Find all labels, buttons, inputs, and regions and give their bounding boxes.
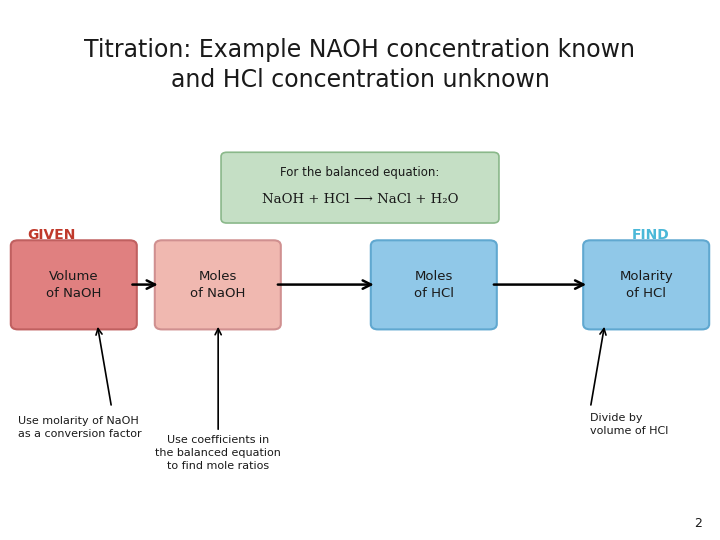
Text: FIND: FIND <box>632 228 670 242</box>
Text: Use molarity of NaOH
as a conversion factor: Use molarity of NaOH as a conversion fac… <box>18 416 142 439</box>
Text: Moles
of NaOH: Moles of NaOH <box>190 270 246 300</box>
FancyBboxPatch shape <box>11 240 137 329</box>
Text: Divide by
volume of HCl: Divide by volume of HCl <box>590 413 669 436</box>
Text: Titration: Example NAOH concentration known
and HCl concentration unknown: Titration: Example NAOH concentration kn… <box>84 38 636 92</box>
Text: Moles
of HCl: Moles of HCl <box>414 270 454 300</box>
Text: 2: 2 <box>694 517 702 530</box>
Text: Use coefficients in
the balanced equation
to find mole ratios: Use coefficients in the balanced equatio… <box>156 435 281 471</box>
Text: Volume
of NaOH: Volume of NaOH <box>46 270 102 300</box>
FancyBboxPatch shape <box>221 152 499 223</box>
Text: For the balanced equation:: For the balanced equation: <box>280 166 440 179</box>
FancyBboxPatch shape <box>583 240 709 329</box>
Text: GIVEN: GIVEN <box>27 228 76 242</box>
Text: NaOH + HCl ⟶ NaCl + H₂O: NaOH + HCl ⟶ NaCl + H₂O <box>262 193 458 206</box>
FancyBboxPatch shape <box>155 240 281 329</box>
FancyBboxPatch shape <box>371 240 497 329</box>
Text: Molarity
of HCl: Molarity of HCl <box>619 270 673 300</box>
